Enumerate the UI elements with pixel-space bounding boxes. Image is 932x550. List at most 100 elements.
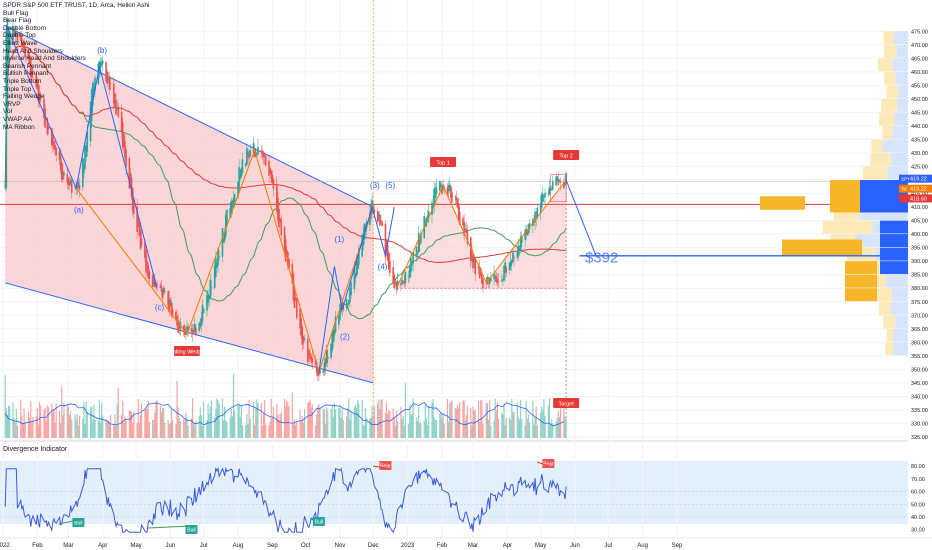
volume-bar (349, 419, 351, 438)
legend-item[interactable]: Bearish Pennant (3, 62, 52, 70)
volume-bar (346, 416, 348, 438)
volume-bar (454, 407, 456, 438)
candle-body (376, 211, 379, 222)
volume-bar (455, 408, 457, 438)
candle-body (78, 185, 81, 190)
price-axis-bg (908, 0, 932, 550)
volume-bar (32, 416, 34, 438)
vrvp-bar (760, 196, 805, 210)
volume-bar (487, 419, 490, 438)
price-tick: 405.00 (911, 219, 928, 225)
volume-bar (93, 405, 95, 438)
volume-bar (22, 423, 24, 438)
candle-body (380, 220, 382, 223)
volume-bar (190, 418, 193, 438)
legend-item[interactable]: Triple Bottom (3, 77, 42, 85)
candle-body (210, 287, 213, 289)
legend-item[interactable]: MA Ribbon (3, 123, 35, 131)
candle-body (156, 284, 158, 286)
candle-body (458, 211, 461, 225)
volume-bar (140, 403, 143, 438)
candle-body (512, 252, 514, 262)
volume-bar (403, 425, 405, 438)
candle-body (373, 209, 376, 213)
legend-item[interactable]: Double Top (3, 32, 36, 40)
candle-body (107, 75, 110, 78)
price-tag-bg (899, 174, 932, 183)
legend-item[interactable]: VRVP (3, 100, 21, 108)
candle-body (32, 72, 34, 74)
candle-body (47, 126, 50, 130)
time-tick: May (535, 543, 546, 549)
candle-body (381, 221, 383, 227)
volume-bar (239, 417, 241, 438)
candle-body (394, 281, 397, 284)
volume-bar (324, 424, 327, 438)
legend-item[interactable]: Elliott Wave (3, 39, 38, 47)
legend-item[interactable]: Vol (3, 108, 13, 116)
volume-bar (116, 404, 118, 438)
volume-bar (525, 401, 527, 438)
candle-body (451, 192, 453, 203)
candle-body (332, 329, 335, 342)
rsi-bull-label: Bull (74, 521, 82, 527)
candle-body (151, 275, 154, 287)
double-top-fill (396, 180, 567, 289)
candle-body (240, 168, 243, 177)
volume-bar (322, 408, 324, 438)
candle-body (404, 272, 407, 283)
wave-label: (2) (340, 333, 350, 342)
volume-bar (285, 406, 287, 438)
legend-item[interactable]: Triple Top (3, 85, 32, 93)
candle-body (494, 276, 496, 277)
volume-bar (145, 407, 147, 438)
volume-bar (384, 412, 387, 438)
legend-item[interactable]: VWAP AA (3, 115, 32, 123)
candle-body (147, 264, 150, 278)
legend-item[interactable]: Bear Flag (3, 17, 32, 25)
volume-bar (175, 424, 177, 438)
candle-body (339, 304, 341, 320)
volume-bar (4, 375, 6, 438)
price-tick: 345.00 (911, 381, 928, 387)
price-tag-value: 419.22 (910, 187, 927, 193)
legend-item[interactable]: Double Bottom (3, 24, 46, 32)
candle-body (28, 55, 31, 64)
candle-body (16, 33, 19, 41)
volume-bar (466, 405, 469, 438)
wave-label: (b) (97, 46, 107, 55)
volume-bar (78, 415, 81, 438)
candle-body (192, 330, 195, 332)
volume-bar (66, 404, 68, 438)
candle-body (485, 283, 488, 285)
candle-body (215, 259, 217, 277)
volume-bar (164, 423, 166, 438)
candle-body (283, 227, 286, 252)
candle-body (7, 33, 10, 65)
candle-body (199, 322, 202, 328)
candle-body (164, 291, 166, 292)
legend-item[interactable]: Inverse Head And Shoulders (3, 55, 86, 63)
candle-body (169, 300, 172, 306)
volume-bar (278, 420, 280, 438)
vrvp-bar (890, 301, 908, 315)
volume-bar (425, 418, 428, 438)
legend-item[interactable]: Falling Wedge (3, 93, 45, 101)
volume-bar (496, 402, 498, 438)
legend-item[interactable]: Head And Shoulders (3, 47, 63, 55)
candle-body (354, 273, 357, 279)
candle-body (221, 228, 224, 257)
legend-item[interactable]: Bullish Pennant (3, 70, 49, 78)
volume-bar (338, 408, 340, 438)
candle-body (263, 154, 266, 157)
candle-body (5, 30, 8, 189)
top1-label-bg (430, 157, 457, 167)
volume-bar (527, 414, 530, 438)
vrvp-bar (880, 220, 908, 234)
candle-body (338, 315, 340, 325)
vrvp-bar (893, 342, 908, 356)
candle-body (109, 83, 112, 85)
legend-item[interactable]: Bull Flag (3, 9, 29, 17)
candle-body (115, 100, 117, 115)
